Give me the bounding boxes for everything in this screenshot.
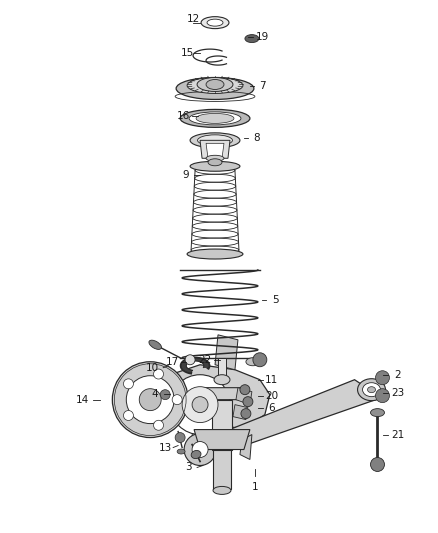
Text: 14: 14 bbox=[76, 394, 89, 405]
Text: 15: 15 bbox=[180, 47, 194, 58]
Polygon shape bbox=[236, 387, 252, 405]
Ellipse shape bbox=[207, 19, 223, 26]
Polygon shape bbox=[218, 358, 226, 379]
Polygon shape bbox=[200, 140, 230, 158]
Ellipse shape bbox=[214, 375, 230, 385]
Circle shape bbox=[371, 457, 385, 472]
Ellipse shape bbox=[177, 449, 185, 454]
Circle shape bbox=[253, 353, 267, 367]
Ellipse shape bbox=[371, 409, 385, 417]
Ellipse shape bbox=[206, 79, 224, 90]
Text: 16: 16 bbox=[177, 111, 190, 122]
Text: 9: 9 bbox=[183, 170, 189, 180]
Polygon shape bbox=[197, 379, 381, 457]
Ellipse shape bbox=[190, 161, 240, 171]
Text: 11: 11 bbox=[265, 375, 279, 385]
Ellipse shape bbox=[357, 379, 385, 401]
Circle shape bbox=[175, 433, 185, 442]
Ellipse shape bbox=[363, 383, 381, 397]
Polygon shape bbox=[215, 335, 238, 370]
Ellipse shape bbox=[213, 487, 231, 495]
Text: 10: 10 bbox=[146, 363, 159, 373]
Polygon shape bbox=[181, 358, 209, 373]
Ellipse shape bbox=[176, 77, 254, 100]
Circle shape bbox=[112, 362, 188, 438]
Circle shape bbox=[375, 371, 389, 385]
Polygon shape bbox=[233, 405, 248, 419]
Circle shape bbox=[124, 410, 134, 421]
Circle shape bbox=[185, 355, 195, 365]
Circle shape bbox=[192, 397, 208, 413]
Circle shape bbox=[243, 397, 253, 407]
Ellipse shape bbox=[245, 35, 259, 43]
Ellipse shape bbox=[190, 133, 240, 148]
Ellipse shape bbox=[189, 112, 241, 125]
Circle shape bbox=[154, 369, 163, 379]
Circle shape bbox=[241, 409, 251, 418]
Ellipse shape bbox=[149, 340, 162, 350]
Text: 1: 1 bbox=[251, 482, 258, 492]
Circle shape bbox=[240, 385, 250, 394]
Ellipse shape bbox=[201, 17, 229, 29]
Polygon shape bbox=[213, 449, 231, 489]
Ellipse shape bbox=[246, 358, 260, 366]
Circle shape bbox=[184, 433, 216, 465]
Ellipse shape bbox=[187, 249, 243, 259]
Text: 2: 2 bbox=[394, 370, 401, 379]
Circle shape bbox=[139, 389, 161, 410]
Polygon shape bbox=[194, 430, 250, 449]
Ellipse shape bbox=[187, 77, 243, 93]
Ellipse shape bbox=[180, 109, 250, 127]
Text: 3: 3 bbox=[185, 463, 191, 472]
Text: 7: 7 bbox=[260, 82, 266, 92]
Text: 22: 22 bbox=[198, 355, 212, 365]
Circle shape bbox=[170, 375, 230, 434]
Circle shape bbox=[192, 441, 208, 457]
Text: 4: 4 bbox=[152, 389, 159, 399]
Text: 6: 6 bbox=[268, 402, 275, 413]
Circle shape bbox=[172, 394, 182, 405]
Text: 20: 20 bbox=[265, 391, 279, 401]
Ellipse shape bbox=[191, 450, 201, 458]
Text: 5: 5 bbox=[272, 295, 279, 305]
Ellipse shape bbox=[208, 159, 222, 166]
Ellipse shape bbox=[196, 114, 234, 123]
Text: 17: 17 bbox=[166, 357, 179, 367]
Ellipse shape bbox=[367, 386, 375, 393]
Polygon shape bbox=[160, 365, 270, 427]
Ellipse shape bbox=[198, 135, 233, 146]
Polygon shape bbox=[212, 400, 232, 449]
Polygon shape bbox=[192, 434, 204, 459]
Polygon shape bbox=[200, 387, 244, 400]
Circle shape bbox=[160, 390, 170, 400]
Text: 13: 13 bbox=[159, 442, 172, 453]
Circle shape bbox=[154, 421, 163, 430]
Polygon shape bbox=[240, 434, 252, 459]
Circle shape bbox=[124, 379, 134, 389]
Polygon shape bbox=[206, 143, 224, 158]
Text: 12: 12 bbox=[187, 14, 200, 23]
Text: 19: 19 bbox=[256, 31, 269, 42]
Text: 23: 23 bbox=[391, 387, 404, 398]
Circle shape bbox=[182, 386, 218, 423]
Ellipse shape bbox=[197, 77, 233, 92]
Circle shape bbox=[126, 376, 174, 424]
Text: 8: 8 bbox=[254, 133, 260, 143]
Text: 21: 21 bbox=[391, 430, 404, 440]
Ellipse shape bbox=[206, 155, 224, 161]
Circle shape bbox=[375, 389, 389, 402]
